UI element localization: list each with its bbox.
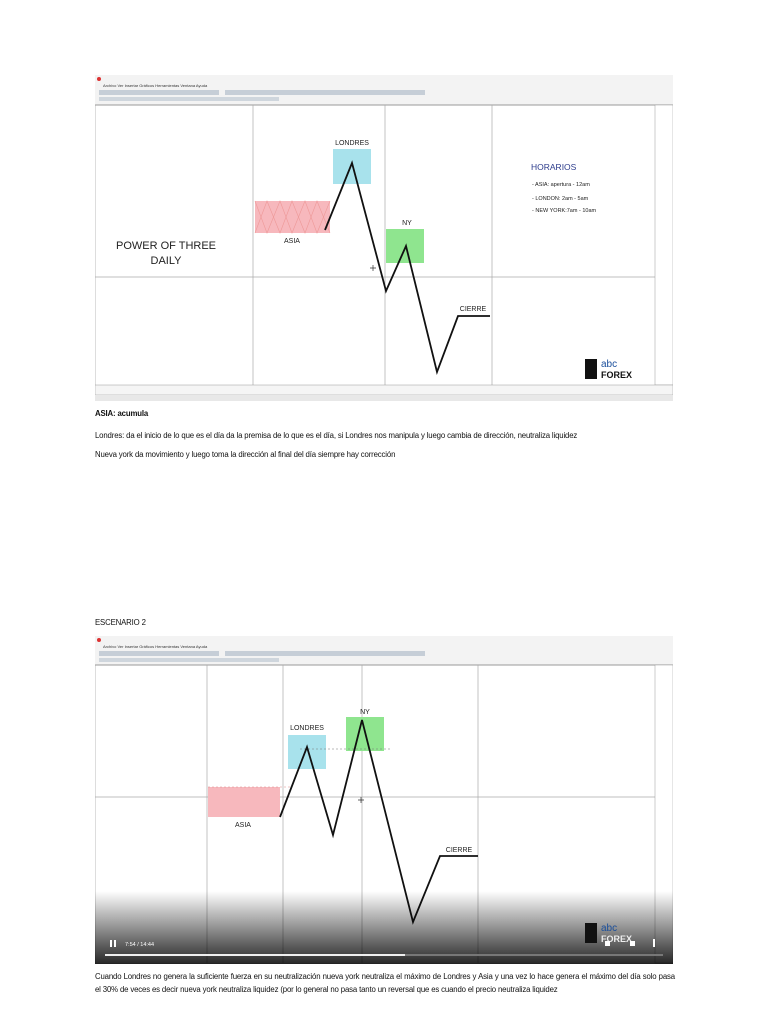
chart-title: POWER OF THREE bbox=[116, 240, 216, 252]
ny-box bbox=[386, 229, 424, 263]
label-londres: LONDRES bbox=[335, 140, 369, 147]
label-ny: NY bbox=[402, 220, 412, 227]
asia-pattern bbox=[254, 200, 331, 234]
note: Londres: da el inicio de lo que es el dí… bbox=[95, 431, 578, 440]
tabs bbox=[95, 395, 673, 401]
cursor bbox=[358, 797, 364, 803]
screenshot-2: Archivo Ver Insertar Gráficos Herramient… bbox=[95, 636, 673, 964]
label-ny: NY bbox=[360, 709, 370, 716]
price-axis bbox=[654, 104, 673, 386]
logo-name: FOREX bbox=[601, 934, 632, 944]
progress-played[interactable] bbox=[105, 954, 405, 956]
label-cierre: CIERRE bbox=[460, 306, 487, 313]
londres-box bbox=[288, 735, 326, 769]
note: Nueva york da movimiento y luego toma la… bbox=[95, 450, 396, 459]
price-path bbox=[279, 719, 478, 925]
label-londres: LONDRES bbox=[290, 725, 324, 732]
label-cierre: CIERRE bbox=[446, 847, 473, 854]
toolbar-icons bbox=[99, 90, 425, 101]
horario-item: - ASIA: apertura - 12am bbox=[532, 182, 590, 188]
app-icon bbox=[97, 77, 101, 81]
cursor bbox=[370, 265, 376, 271]
logo-brand: abc bbox=[601, 359, 617, 370]
pause-button[interactable] bbox=[114, 940, 116, 947]
horarios-title: HORARIOS bbox=[531, 162, 577, 172]
grid bbox=[95, 105, 655, 385]
label-asia: ASIA bbox=[235, 822, 251, 829]
window bbox=[95, 75, 673, 401]
menu: Archivo Ver Insertar Gráficos Herramient… bbox=[103, 644, 208, 649]
asia-box bbox=[208, 787, 280, 817]
toolbar-icons bbox=[99, 651, 425, 662]
note: ASIA: acumula bbox=[95, 409, 149, 418]
section-title: ESCENARIO 2 bbox=[95, 618, 146, 627]
video-shade bbox=[95, 891, 673, 964]
price-path bbox=[324, 160, 490, 376]
logo-mark bbox=[585, 359, 597, 379]
video-controls[interactable] bbox=[605, 939, 655, 947]
horario-item: - LONDON: 2am - 5am bbox=[532, 196, 589, 202]
screenshot-1: Archivo Ver Insertar Gráficos Herramient… bbox=[95, 75, 673, 401]
logo-name: FOREX bbox=[601, 370, 632, 380]
date-axis bbox=[95, 384, 673, 396]
toolbar bbox=[95, 636, 673, 665]
paragraph: Cuando Londres no genera la suficiente f… bbox=[95, 972, 675, 994]
logo-mark bbox=[585, 923, 597, 943]
label-asia: ASIA bbox=[284, 238, 300, 245]
video-time: 7:54 / 14:44 bbox=[125, 942, 154, 948]
app-icon bbox=[97, 638, 101, 642]
logo-brand: abc bbox=[601, 923, 617, 934]
chart-title: DAILY bbox=[151, 255, 183, 267]
horario-item: - NEW YORK:7am - 10am bbox=[532, 208, 596, 214]
asia-box bbox=[255, 201, 330, 233]
menu: Archivo Ver Insertar Gráficos Herramient… bbox=[103, 83, 208, 88]
pause-button[interactable] bbox=[110, 940, 112, 947]
